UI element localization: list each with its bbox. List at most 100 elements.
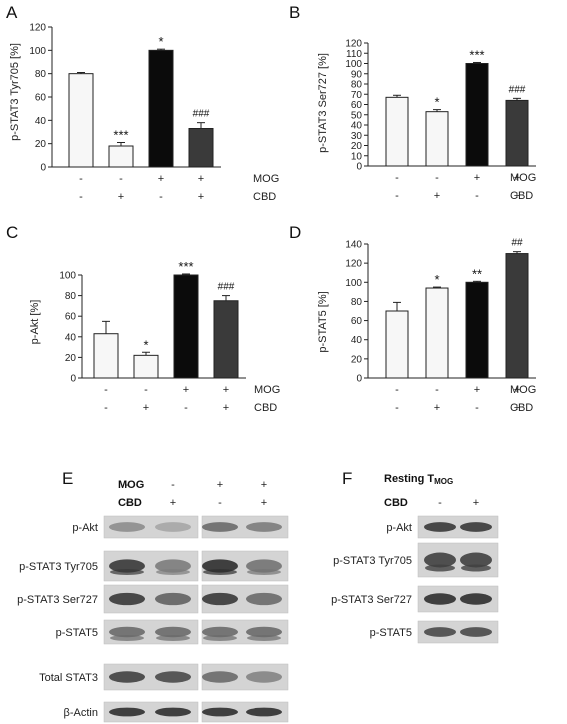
blot-band	[203, 569, 237, 575]
mog-sign: +	[514, 172, 520, 184]
blot-row-label: p-STAT5	[56, 627, 98, 639]
mog-label: MOG	[510, 384, 536, 396]
cbd-sign: -	[218, 497, 222, 509]
panel-letter: D	[289, 223, 301, 242]
blot-strip	[417, 620, 499, 644]
significance-label: ***	[113, 128, 128, 143]
y-tick-label: 140	[345, 240, 362, 251]
blot-band	[424, 552, 456, 568]
y-tick-label: 80	[351, 80, 363, 91]
mog-sign: +	[474, 384, 480, 396]
blot-row-label: p-STAT3 Ser727	[331, 594, 412, 606]
mog-label: MOG	[254, 384, 280, 396]
cbd-sign: -	[395, 402, 399, 414]
blot-condition-signs: - - + + - + - +	[125, 479, 267, 509]
y-axis-label: p-STAT3 Tyr705 [%]	[9, 43, 21, 141]
y-tick-label: 70	[351, 90, 363, 101]
significance-label: ###	[193, 109, 210, 120]
significance-label: *	[434, 95, 439, 110]
bar	[188, 128, 214, 168]
significance-label: *	[434, 272, 439, 287]
y-tick-label: 110	[346, 49, 362, 60]
blot-band	[461, 564, 491, 572]
y-tick-label: 10	[351, 151, 363, 162]
significance-label: ##	[511, 238, 523, 249]
blot-band	[460, 552, 492, 568]
blot-title-main: Resting T	[384, 473, 434, 485]
blot-row-label: β-Actin	[64, 707, 98, 719]
blot-row-label: p-STAT3 Ser727	[17, 594, 98, 606]
y-axis-label: p-Akt [%]	[29, 300, 41, 345]
mog-sign: -	[125, 479, 129, 491]
cbd-sign: +	[143, 402, 149, 414]
blot-band	[109, 522, 145, 532]
blot-title: Resting TMOG	[384, 473, 453, 486]
significance-label: *	[158, 34, 163, 49]
cbd-sign: -	[475, 402, 479, 414]
blot-band	[155, 559, 191, 573]
blot-band	[246, 592, 282, 606]
cbd-sign: -	[125, 497, 129, 509]
blot-band	[246, 707, 282, 717]
y-tick-label: 40	[351, 121, 363, 132]
mog-sign: +	[198, 173, 204, 185]
blot-band	[203, 635, 237, 641]
bar	[68, 73, 94, 168]
bar	[385, 96, 409, 167]
blot-band	[109, 559, 145, 573]
cbd-sign: +	[434, 190, 440, 202]
bar	[213, 300, 239, 379]
bar	[148, 49, 174, 168]
blot-row-label: p-STAT3 Tyr705	[19, 561, 98, 573]
blot-band	[247, 569, 281, 575]
mog-label: MOG	[253, 173, 279, 185]
y-tick-label: 80	[351, 297, 363, 308]
y-tick-label: 120	[29, 23, 46, 34]
y-tick-label: 60	[351, 100, 363, 111]
significance-label: ###	[509, 84, 526, 95]
mog-sign: +	[474, 172, 480, 184]
significance-label: ***	[469, 47, 484, 62]
cbd-label: CBD	[118, 497, 142, 509]
bar-group: ****###	[93, 259, 239, 379]
cbd-sign: +	[473, 497, 479, 509]
cbd-sign: +	[170, 497, 176, 509]
blot-strips	[417, 515, 499, 644]
blot-band	[460, 627, 492, 637]
y-tick-label: 100	[345, 59, 362, 70]
panel-letter: B	[289, 3, 300, 22]
y-tick-label: 20	[65, 353, 77, 364]
mog-sign: -	[119, 173, 123, 185]
panel-letter: F	[342, 469, 352, 488]
bar-group: ****###	[68, 34, 214, 168]
cbd-sign: +	[514, 190, 520, 202]
panel-b-chart: B p-STAT3 Ser727 [%] 0102030405060708090…	[289, 3, 536, 202]
blot-row-label: p-STAT3 Tyr705	[333, 555, 412, 567]
blot-band	[155, 522, 191, 532]
blot-band	[156, 569, 190, 575]
bar	[93, 333, 119, 379]
y-tick-label: 50	[351, 110, 363, 121]
blot-band	[110, 635, 144, 641]
y-tick-label: 60	[35, 93, 47, 104]
blot-band	[109, 626, 145, 638]
blot-band	[424, 627, 456, 637]
panel-letter: E	[62, 469, 73, 488]
cbd-sign: -	[159, 191, 163, 203]
blot-row-label: p-STAT5	[370, 627, 412, 639]
blot-band	[155, 626, 191, 638]
y-tick-label: 120	[345, 259, 362, 270]
panel-letter: C	[6, 223, 18, 242]
mog-sign: -	[104, 384, 108, 396]
y-tick-label: 100	[29, 46, 46, 57]
blot-rows: p-Akt p-STAT3 Tyr705 p-STAT3 Ser727 p-STAT5	[331, 522, 412, 639]
cbd-label: CBD	[510, 190, 533, 202]
